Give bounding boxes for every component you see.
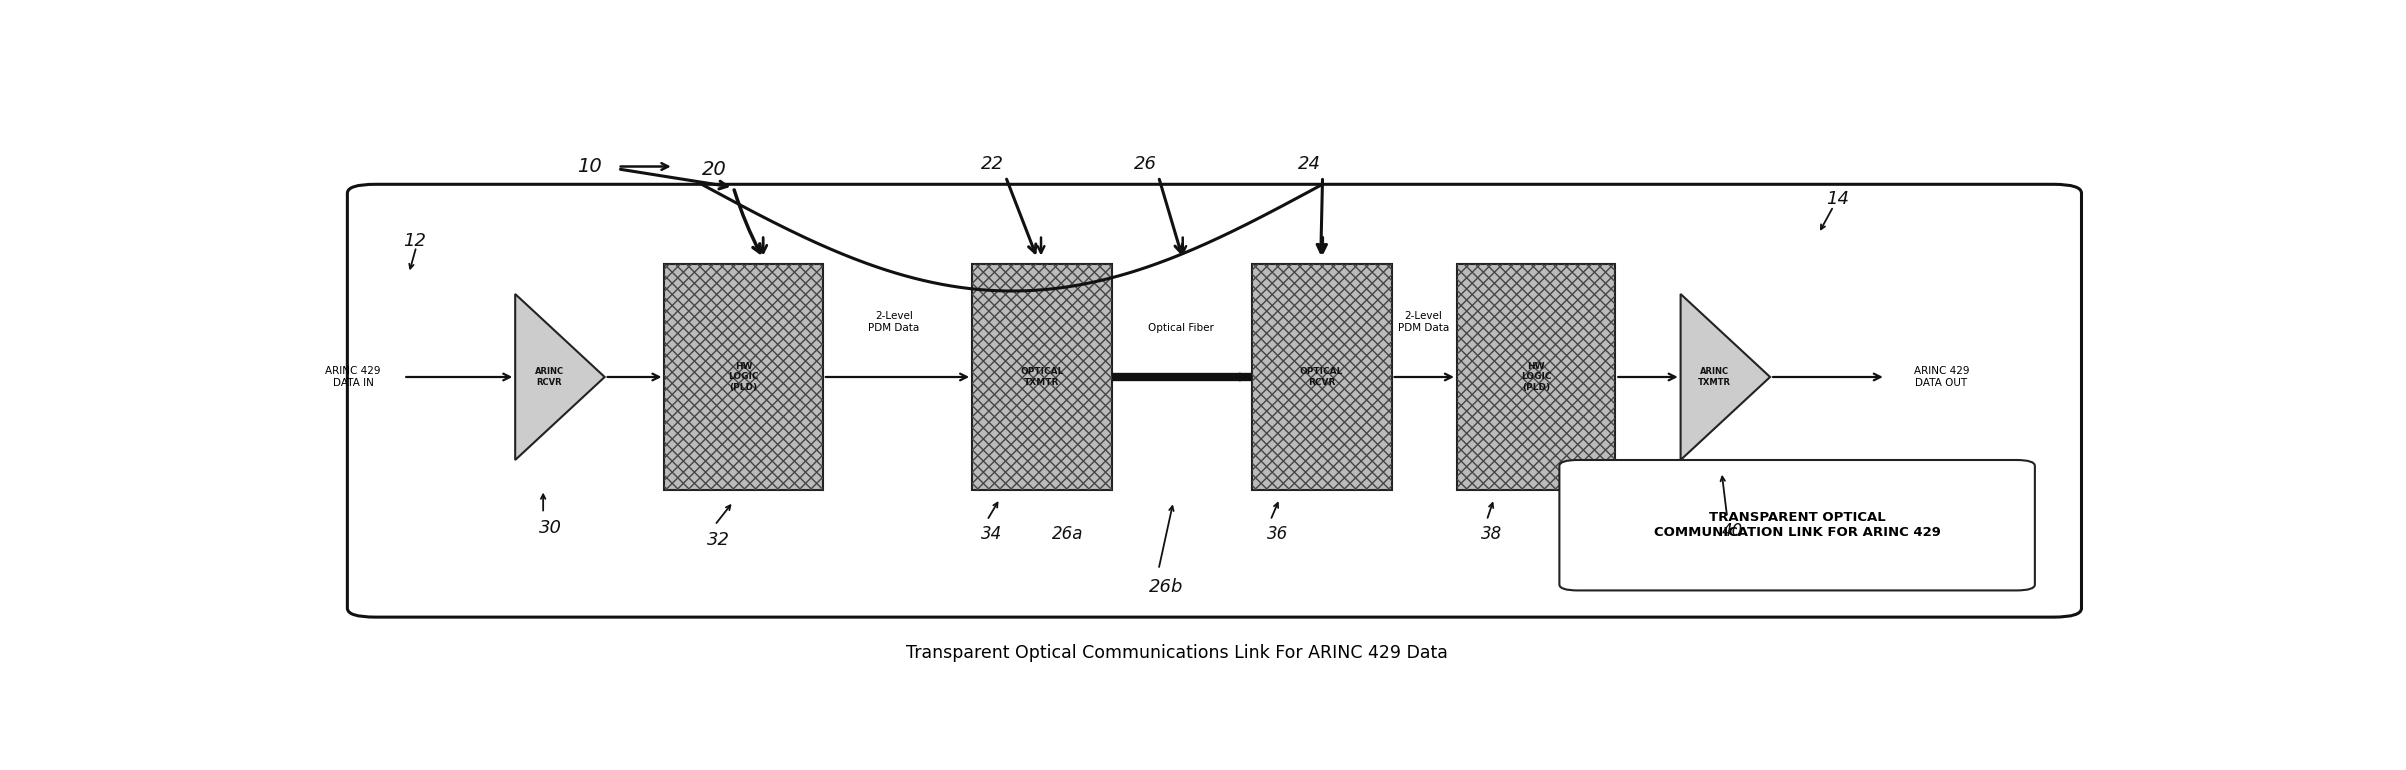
Text: OPTICAL
RCVR: OPTICAL RCVR: [1299, 367, 1343, 387]
Polygon shape: [515, 294, 604, 460]
FancyBboxPatch shape: [972, 264, 1112, 490]
Text: OPTICAL
TXMTR: OPTICAL TXMTR: [1020, 367, 1063, 387]
FancyBboxPatch shape: [1458, 264, 1614, 490]
Text: 14: 14: [1826, 190, 1850, 208]
Text: ARINC
RCVR: ARINC RCVR: [534, 367, 563, 387]
Text: 20: 20: [703, 160, 727, 179]
FancyBboxPatch shape: [1559, 460, 2035, 591]
Text: 26a: 26a: [1051, 525, 1083, 543]
Text: 2-Level
PDM Data: 2-Level PDM Data: [1398, 311, 1448, 333]
Text: 2-Level
PDM Data: 2-Level PDM Data: [869, 311, 919, 333]
Text: 12: 12: [404, 232, 426, 249]
Text: 36: 36: [1266, 525, 1287, 543]
Text: HW
LOGIC
(PLD): HW LOGIC (PLD): [1521, 362, 1552, 392]
Text: 32: 32: [707, 531, 731, 549]
Text: 24: 24: [1299, 155, 1321, 172]
Text: TRANSPARENT OPTICAL
COMMUNICATION LINK FOR ARINC 429: TRANSPARENT OPTICAL COMMUNICATION LINK F…: [1653, 511, 1942, 539]
FancyBboxPatch shape: [664, 264, 823, 490]
Text: 30: 30: [539, 519, 563, 537]
Text: ARINC 429
DATA OUT: ARINC 429 DATA OUT: [1913, 367, 1968, 388]
Text: ARINC
TXMTR: ARINC TXMTR: [1699, 367, 1730, 387]
Text: 10: 10: [577, 157, 602, 176]
Text: Optical Fiber: Optical Fiber: [1148, 323, 1213, 333]
Text: Transparent Optical Communications Link For ARINC 429 Data: Transparent Optical Communications Link …: [907, 644, 1448, 661]
Text: 40: 40: [1723, 522, 1742, 540]
Polygon shape: [1679, 294, 1771, 460]
Text: 26b: 26b: [1150, 578, 1184, 597]
FancyBboxPatch shape: [346, 184, 2081, 617]
Text: 22: 22: [982, 155, 1003, 172]
Text: 26: 26: [1133, 155, 1157, 172]
Text: ARINC 429
DATA IN: ARINC 429 DATA IN: [325, 367, 380, 388]
FancyBboxPatch shape: [1251, 264, 1391, 490]
Text: HW
LOGIC
(PLD): HW LOGIC (PLD): [729, 362, 758, 392]
Text: 34: 34: [982, 525, 1003, 543]
Text: 38: 38: [1482, 525, 1501, 543]
